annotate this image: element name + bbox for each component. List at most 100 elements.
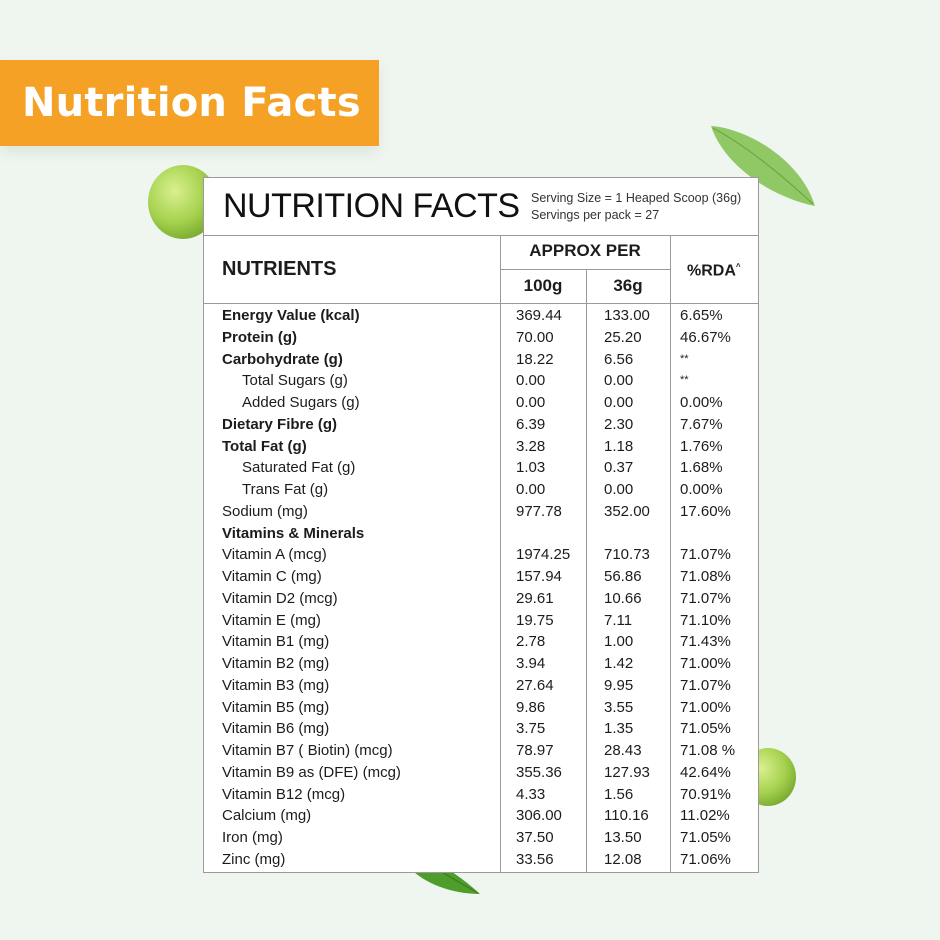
value-rda: 71.06% <box>680 850 731 868</box>
value-36g: 0.00 <box>604 372 634 390</box>
green-pea-icon <box>148 165 218 239</box>
table-row: Vitamin B12 (mcg) 4.33 1.56 70.91% <box>204 784 758 806</box>
value-rda: 0.00% <box>680 481 723 498</box>
value-36g: 133.00 <box>604 307 650 324</box>
nutrient-name: Saturated Fat (g) <box>242 459 356 477</box>
title-banner: Nutrition Facts <box>0 60 379 146</box>
value-100g: 29.61 <box>516 589 554 607</box>
value-36g: 127.93 <box>604 763 650 781</box>
nutrient-name: Vitamins & Minerals <box>222 524 365 542</box>
value-rda: 71.07% <box>680 546 731 564</box>
table-row: Vitamin B6 (mg) 3.75 1.35 71.05% <box>204 718 758 740</box>
table-row: Vitamin B1 (mg) 2.78 1.00 71.43% <box>204 631 758 653</box>
leaf-icon <box>711 126 815 206</box>
value-rda: 71.07% <box>680 676 731 694</box>
nutrient-name: Calcium (mg) <box>222 807 312 825</box>
table-row: Vitamin B5 (mg) 9.86 3.55 71.00% <box>204 697 758 719</box>
nutrient-name: Zinc (mg) <box>222 850 286 868</box>
table-row: Vitamin A (mcg) 1974.25 710.73 71.07% <box>204 544 758 566</box>
value-36g: 13.50 <box>604 829 642 846</box>
nutrient-rows: Energy Value (kcal) 369.44 133.00 6.65% Prot… <box>204 305 758 871</box>
nutrient-name: Vitamin B2 (mg) <box>222 655 330 672</box>
nutrient-name: Dietary Fibre (g) <box>222 415 338 433</box>
value-100g: 2.78 <box>516 633 546 651</box>
table-row: Vitamins & Minerals <box>204 523 758 545</box>
value-rda: 6.65% <box>680 307 723 324</box>
nutrient-name: Vitamin B9 as (DFE) (mcg) <box>222 763 401 781</box>
value-rda: 71.05% <box>680 720 731 738</box>
value-rda: 71.08% <box>680 568 731 585</box>
header-bottom-rule <box>204 303 758 304</box>
value-rda: 70.91% <box>680 785 731 803</box>
nutrient-name: Vitamin B6 (mg) <box>222 720 330 738</box>
table-row: Dietary Fibre (g) 6.39 2.30 7.67% <box>204 414 758 436</box>
value-36g: 25.20 <box>604 328 642 346</box>
value-100g: 0.00 <box>516 372 546 390</box>
value-36g: 0.37 <box>604 459 634 477</box>
table-row: Protein (g) 70.00 25.20 46.67% <box>204 327 758 349</box>
value-36g: 1.00 <box>604 633 634 651</box>
table-row: Vitamin E (mg) 19.75 7.11 71.10% <box>204 610 758 632</box>
value-36g: 3.55 <box>604 698 634 716</box>
nutrient-name: Vitamin B5 (mg) <box>222 698 330 716</box>
nutrient-name: Vitamin A (mcg) <box>222 546 327 564</box>
value-100g: 27.64 <box>516 676 554 694</box>
nutrient-name: Vitamin B1 (mg) <box>222 633 330 651</box>
value-36g: 0.00 <box>604 481 634 498</box>
table-row: Vitamin B9 as (DFE) (mcg) 355.36 127.93 42.… <box>204 762 758 784</box>
header-rda-label: %RDA <box>687 262 736 280</box>
serving-size: Serving Size = 1 Heaped Scoop (36g) <box>531 191 742 205</box>
table-row: Carbohydrate (g) 18.22 6.56 ** <box>204 349 758 371</box>
table-row: Zinc (mg) 33.56 12.08 71.06% <box>204 849 758 871</box>
value-100g: 3.94 <box>516 655 546 672</box>
value-100g: 157.94 <box>516 568 562 585</box>
table-row: Added Sugars (g) 0.00 0.00 0.00% <box>204 392 758 414</box>
value-100g: 977.78 <box>516 502 562 520</box>
table-row: Vitamin C (mg) 157.94 56.86 71.08% <box>204 566 758 588</box>
value-100g: 18.22 <box>516 350 554 368</box>
nutrient-name: Protein (g) <box>222 328 297 346</box>
value-100g: 306.00 <box>516 807 562 825</box>
value-rda: ** <box>680 352 689 365</box>
value-rda: 71.00% <box>680 655 731 672</box>
nutrient-name: Energy Value (kcal) <box>222 307 360 324</box>
table-row: Energy Value (kcal) 369.44 133.00 6.65% <box>204 305 758 327</box>
value-rda: 71.07% <box>680 589 731 607</box>
column-divider <box>586 269 587 872</box>
value-100g: 3.28 <box>516 437 546 455</box>
value-36g: 9.95 <box>604 676 634 694</box>
value-rda: 71.43% <box>680 633 731 651</box>
header-top-rule <box>204 235 758 236</box>
approx-per-rule <box>500 269 670 270</box>
value-rda: 11.02% <box>680 807 730 825</box>
header-nutrients: NUTRIENTS <box>222 258 337 280</box>
nutrient-name: Added Sugars (g) <box>242 394 360 411</box>
value-36g: 1.18 <box>604 437 634 455</box>
value-100g: 1.03 <box>516 459 546 477</box>
value-36g: 6.56 <box>604 350 634 368</box>
header-rda-mark: ^ <box>735 262 741 271</box>
table-row: Vitamin B2 (mg) 3.94 1.42 71.00% <box>204 653 758 675</box>
value-36g: 1.56 <box>604 785 634 803</box>
value-rda: 71.08 % <box>680 742 736 759</box>
value-100g: 369.44 <box>516 307 562 324</box>
header-100g: 100g <box>523 276 563 295</box>
nutrient-name: Vitamin B7 ( Biotin) (mcg) <box>222 742 393 759</box>
value-rda: 0.00% <box>680 394 723 411</box>
nutrient-name: Vitamin E (mg) <box>222 611 321 629</box>
value-100g: 355.36 <box>516 763 562 781</box>
value-36g: 352.00 <box>604 502 650 520</box>
value-rda: 71.10% <box>680 611 731 629</box>
header-36g: 36g <box>613 276 643 295</box>
value-rda: 17.60% <box>680 502 731 520</box>
value-100g: 78.97 <box>516 742 554 759</box>
value-100g: 3.75 <box>516 720 546 738</box>
value-100g: 70.00 <box>516 328 554 346</box>
value-36g: 0.00 <box>604 394 634 411</box>
table-row: Total Sugars (g) 0.00 0.00 ** <box>204 370 758 392</box>
value-36g: 10.66 <box>604 589 642 607</box>
serving-info: Serving Size = 1 Heaped Scoop (36g) Serv… <box>531 190 741 224</box>
table-row: Vitamin B7 ( Biotin) (mcg) 78.97 28.43 71.0… <box>204 740 758 762</box>
value-100g: 1974.25 <box>516 546 571 564</box>
table-row: Vitamin D2 (mcg) 29.61 10.66 71.07% <box>204 588 758 610</box>
